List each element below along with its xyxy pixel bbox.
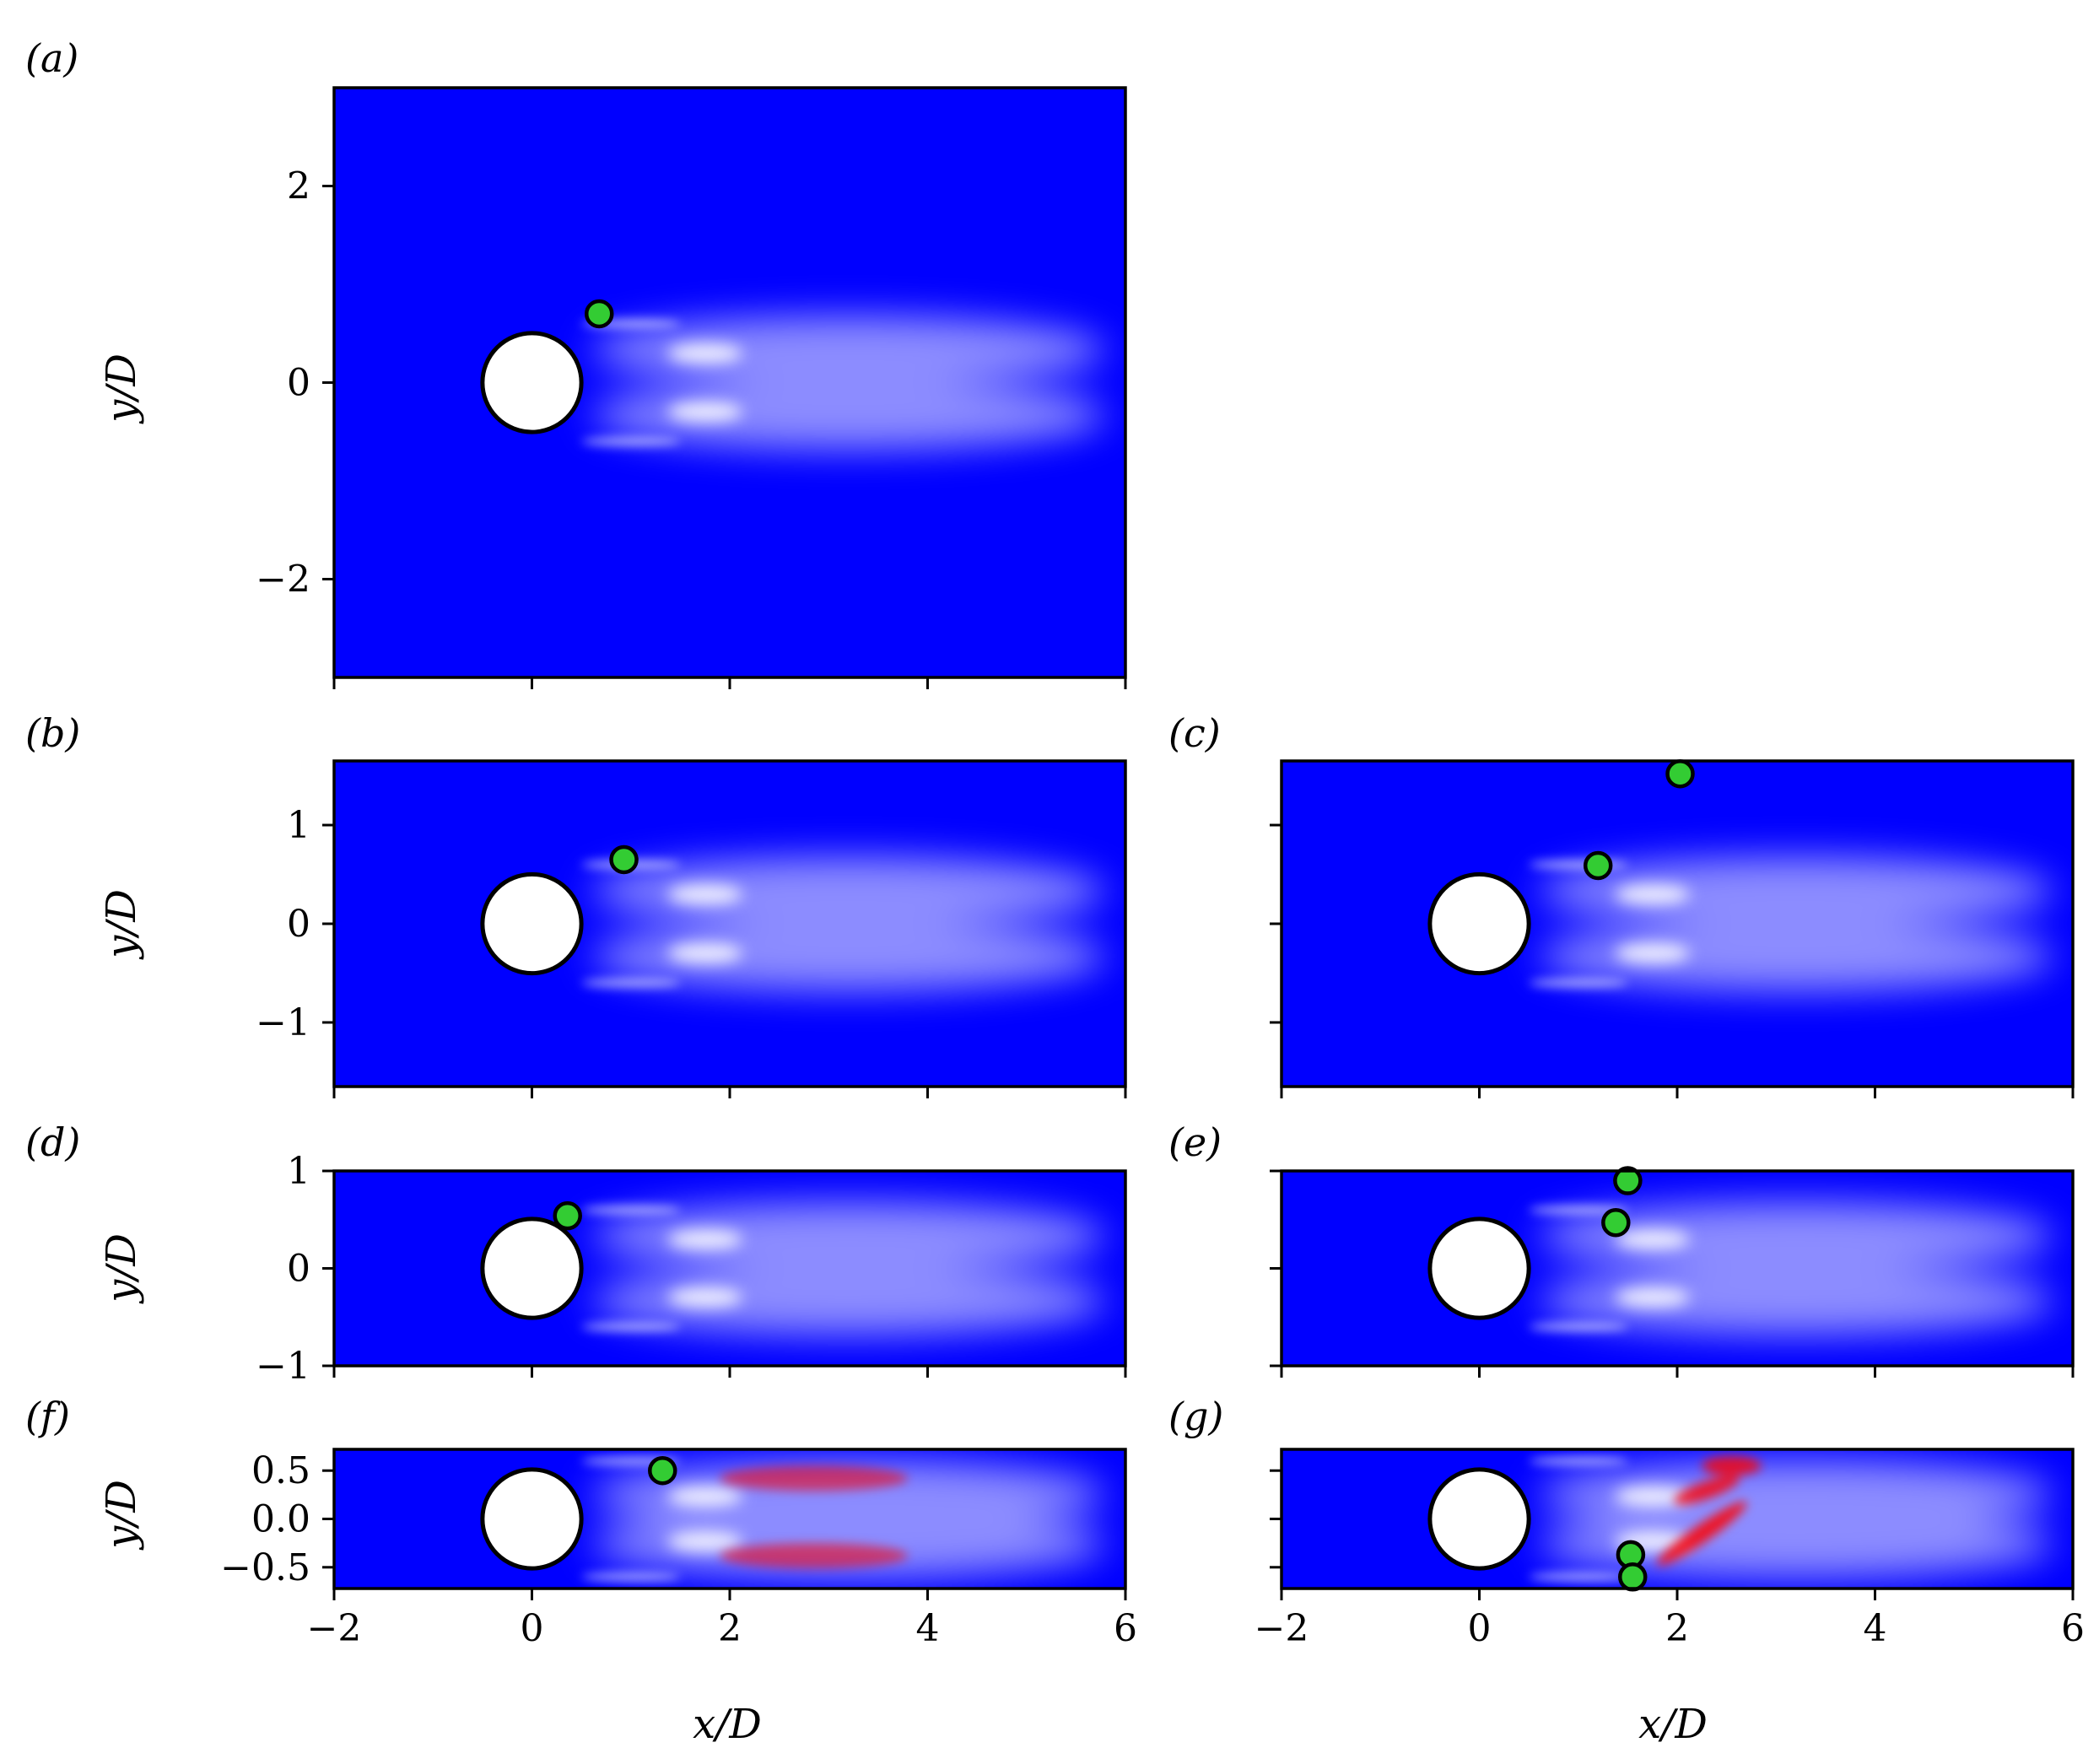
shear-layers (1529, 1206, 1628, 1331)
cylinder (1427, 1216, 1531, 1320)
ytick-label: 1 (287, 804, 310, 847)
sensor-marker (1583, 850, 1613, 881)
sensor-marker (648, 1455, 677, 1486)
field-g (1282, 1449, 2073, 1589)
ytick-label: 0.5 (251, 1449, 310, 1492)
sensor-marker (609, 844, 639, 875)
wake-core (1615, 884, 1691, 963)
panel-b-ylabel: y/D (98, 889, 145, 960)
panel-c-label: (c) (1168, 710, 1221, 756)
panel-e-label: (e) (1168, 1119, 1222, 1165)
sensor-marker (1601, 1207, 1631, 1238)
xtick-label: −2 (1255, 1607, 1309, 1650)
sensor-marker (1665, 758, 1695, 789)
wake-core (667, 884, 743, 963)
ytick-label: 0 (287, 362, 310, 405)
ytick-label: −0.5 (220, 1546, 310, 1589)
cylinder (480, 1467, 584, 1571)
field-f (334, 1449, 1125, 1589)
ytick-label: 0 (287, 1248, 310, 1291)
xtick-label: −2 (307, 1607, 362, 1650)
wake-core (667, 1486, 743, 1552)
xtick-label: 6 (2061, 1607, 2085, 1650)
field-b (334, 761, 1125, 1087)
cylinder (1427, 871, 1531, 976)
sensor-marker (1617, 1562, 1648, 1592)
xtick-label: 0 (521, 1607, 544, 1650)
ytick-label: 0 (287, 903, 310, 946)
xtick-label: 6 (1114, 1607, 1137, 1650)
panel-a-label: (a) (25, 35, 78, 81)
xtick-label: 4 (916, 1607, 940, 1650)
wake-diffuse (1538, 1201, 2053, 1335)
wake-diffuse (591, 1201, 1106, 1335)
positive-regions (720, 1465, 909, 1568)
shear-layers (1529, 1456, 1628, 1582)
panel-d: (d) y/D −1 0 1 (25, 1119, 1127, 1388)
shear-layers (581, 1206, 681, 1331)
ytick-label: −1 (256, 1345, 310, 1388)
field-background (334, 88, 1125, 677)
panel-a-ylabel: y/D (98, 353, 145, 424)
ytick-label: 0.0 (251, 1498, 310, 1541)
positive-regions (1657, 1456, 1762, 1566)
ytick-label: 2 (287, 165, 310, 208)
sensor-marker (553, 1200, 582, 1231)
panel-a: (a) y/D −2 0 2 (25, 35, 1127, 689)
xtick-label: 0 (1468, 1607, 1492, 1650)
xtick-label: 2 (718, 1607, 742, 1650)
panel-f-ylabel: y/D (98, 1480, 145, 1551)
panel-c: (c) (1168, 710, 2075, 1098)
wake-diffuse (591, 856, 1106, 991)
panel-d-label: (d) (25, 1119, 80, 1165)
panel-e: (e) (1168, 1119, 2075, 1378)
wake-core (667, 1229, 743, 1308)
panel-g-label: (g) (1168, 1394, 1223, 1439)
field-background (334, 1171, 1125, 1366)
ytick-label: 1 (287, 1150, 310, 1193)
field-c (1282, 761, 2073, 1087)
sensor-marker (584, 299, 614, 329)
panel-f-xlabel: x/D (693, 1701, 762, 1748)
sensor-marker (1613, 1166, 1643, 1195)
panel-f: (f) y/D x/D −0.5 0.0 0.5 −2 0 2 4 6 (25, 1394, 1137, 1748)
wake-diffuse (1538, 856, 2053, 991)
field-background (1282, 1171, 2073, 1366)
panel-f-label: (f) (25, 1394, 70, 1439)
cylinder (480, 331, 584, 434)
cylinder (1427, 1467, 1531, 1571)
wake-core (1615, 1229, 1691, 1308)
panel-g: (g) x/D −2 0 2 4 6 (1168, 1394, 2085, 1748)
panel-d-ylabel: y/D (98, 1233, 145, 1304)
cylinder (480, 1216, 584, 1320)
field-background (1282, 761, 2073, 1087)
field-background (334, 761, 1125, 1087)
ytick-label: −1 (256, 1001, 310, 1044)
panel-g-xlabel: x/D (1638, 1701, 1708, 1748)
xtick-label: 2 (1665, 1607, 1689, 1650)
panel-b-label: (b) (25, 710, 80, 756)
xtick-label: 4 (1864, 1607, 1887, 1650)
cylinder (480, 871, 584, 976)
ytick-label: −2 (256, 558, 310, 601)
wake-core (667, 343, 743, 423)
panel-b: (b) y/D −1 0 1 (25, 710, 1127, 1098)
field-a (334, 88, 1125, 677)
wake-diffuse (1538, 1459, 2053, 1578)
field-e (1282, 1171, 2073, 1366)
wake-diffuse (591, 316, 1106, 450)
field-d (334, 1171, 1125, 1366)
